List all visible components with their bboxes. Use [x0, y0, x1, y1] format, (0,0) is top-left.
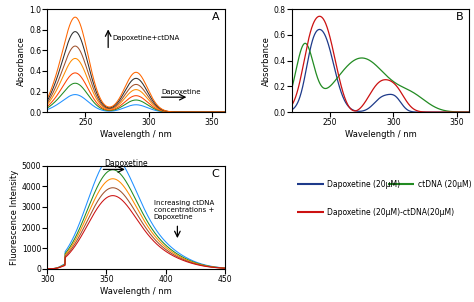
Text: Increasing ctDNA
concentrations +
Dapoxetine: Increasing ctDNA concentrations + Dapoxe…	[154, 200, 214, 220]
Text: Dapoxetine (20μM): Dapoxetine (20μM)	[328, 180, 401, 189]
X-axis label: Wavelength / nm: Wavelength / nm	[345, 130, 417, 139]
Y-axis label: Absorbance: Absorbance	[262, 36, 271, 85]
Text: Dapoxetine: Dapoxetine	[161, 88, 201, 95]
Text: C: C	[211, 169, 219, 179]
Text: Dapoxetine: Dapoxetine	[104, 159, 148, 169]
Y-axis label: Fluorescence Intensity: Fluorescence Intensity	[10, 170, 19, 265]
Text: Dapoxetine (20μM)-ctDNA(20μM): Dapoxetine (20μM)-ctDNA(20μM)	[328, 207, 455, 217]
Text: ctDNA (20μM): ctDNA (20μM)	[418, 180, 472, 189]
X-axis label: Wavelength / nm: Wavelength / nm	[100, 287, 172, 296]
X-axis label: Wavelength / nm: Wavelength / nm	[100, 130, 172, 139]
Text: Dapoxetine+ctDNA: Dapoxetine+ctDNA	[112, 35, 179, 41]
Text: B: B	[456, 12, 464, 22]
Text: A: A	[212, 12, 219, 22]
Y-axis label: Absorbance: Absorbance	[17, 36, 26, 85]
